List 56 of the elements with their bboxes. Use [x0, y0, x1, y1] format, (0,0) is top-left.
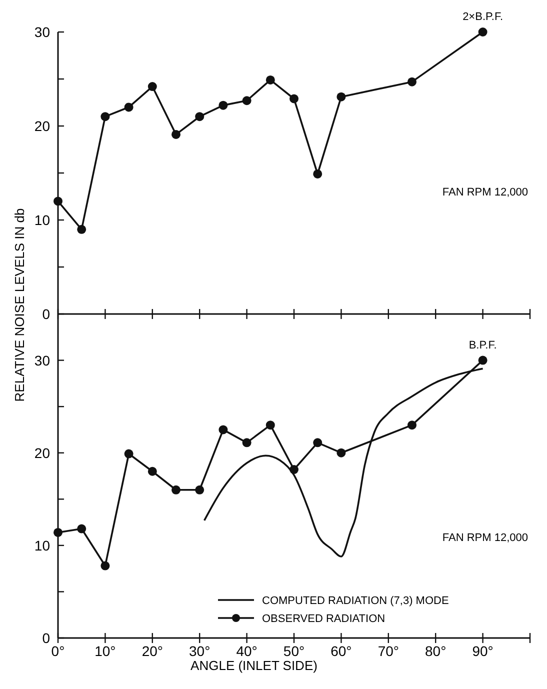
- y-axis-title: RELATIVE NOISE LEVELS IN db: [12, 208, 27, 402]
- point: [218, 425, 228, 434]
- x-tick-label: 40°: [236, 643, 258, 659]
- point: [478, 28, 488, 36]
- x-tick-label: 60°: [330, 643, 352, 659]
- point: [313, 438, 322, 448]
- y-tick-label: 20: [34, 118, 50, 134]
- point: [100, 561, 110, 570]
- point: [266, 420, 275, 430]
- point: [195, 485, 204, 494]
- x-tick-label: 10°: [94, 643, 116, 659]
- point: [408, 77, 416, 86]
- point: [290, 465, 298, 474]
- point: [148, 82, 157, 92]
- point: [100, 112, 110, 122]
- point: [266, 75, 275, 84]
- point: [336, 448, 346, 458]
- y-tick-label: 0: [42, 630, 50, 646]
- x-tick-label: 0°: [51, 643, 65, 659]
- point: [408, 420, 416, 430]
- point: [313, 169, 322, 178]
- y-tick-label: 0: [42, 306, 50, 322]
- point: [290, 94, 298, 104]
- legend-label: COMPUTED RADIATION (7,3) MODE: [262, 595, 449, 607]
- annotation: FAN RPM 12,000: [442, 186, 528, 199]
- point: [148, 466, 157, 476]
- point: [54, 528, 62, 537]
- point: [478, 356, 488, 365]
- point: [242, 96, 252, 106]
- x-tick-label: 80°: [425, 643, 446, 659]
- point: [172, 485, 180, 494]
- point: [124, 449, 134, 458]
- legend-label: OBSERVED RADIATION: [262, 613, 386, 625]
- point: [54, 196, 62, 206]
- point: [77, 224, 86, 234]
- y-tick-label: 20: [34, 444, 50, 461]
- point: [195, 112, 204, 122]
- y-tick-label: 10: [34, 212, 50, 228]
- y-tick-label: 30: [34, 352, 50, 368]
- point: [172, 130, 180, 139]
- y-tick-label: 30: [34, 24, 50, 40]
- annotation: B.P.F.: [468, 339, 497, 352]
- annotation: FAN RPM 12,000: [442, 532, 528, 544]
- annotation: 2×B.P.F.: [462, 11, 504, 23]
- x-tick-label: 70°: [378, 643, 399, 659]
- x-axis-title: ANGLE (INLET SIDE): [190, 658, 318, 673]
- point: [336, 92, 346, 102]
- x-tick-label: 90°: [472, 643, 494, 659]
- y-tick-label: 10: [34, 537, 50, 554]
- point: [77, 524, 86, 534]
- point: [218, 100, 228, 110]
- x-tick-label: 20°: [142, 643, 163, 659]
- point: [124, 102, 134, 112]
- x-tick-label: 30°: [189, 643, 210, 659]
- x-tick-label: 50°: [283, 643, 305, 659]
- point: [242, 438, 252, 448]
